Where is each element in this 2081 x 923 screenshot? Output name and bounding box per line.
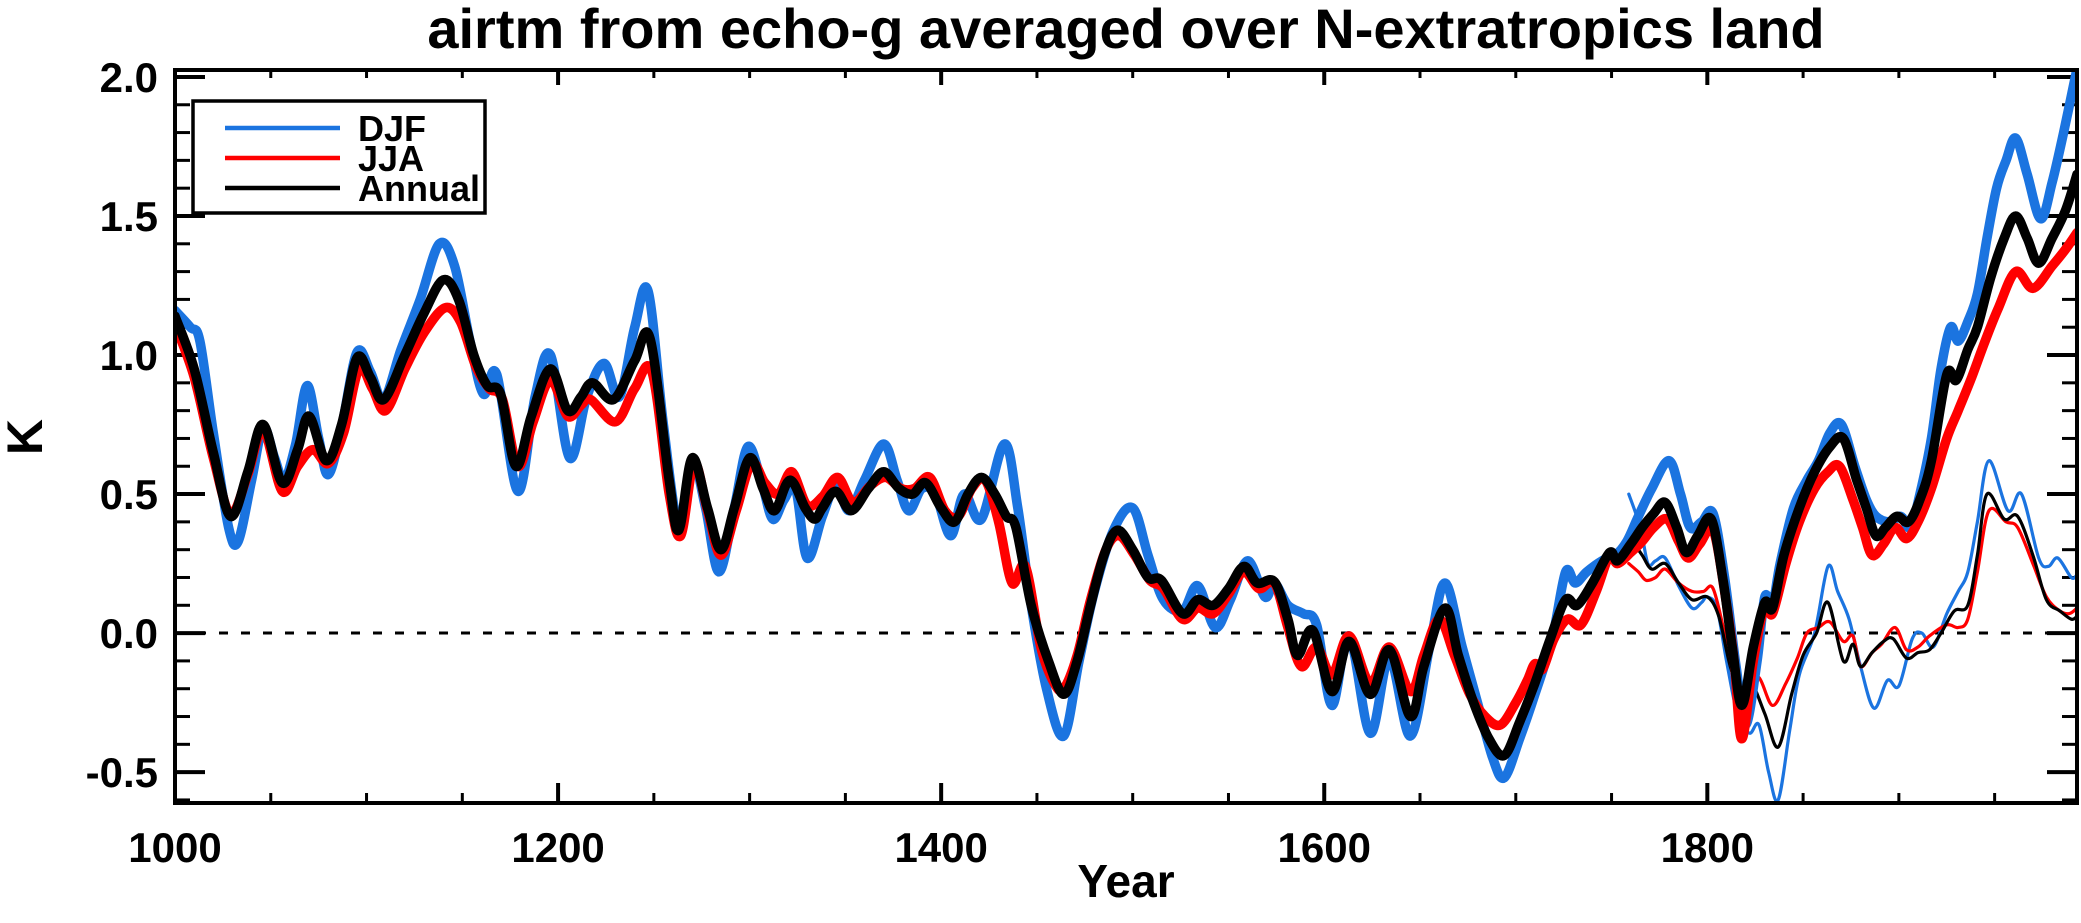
legend-label-jja: JJA <box>358 138 424 179</box>
x-tick-label: 1800 <box>1661 824 1754 871</box>
series-jja-thin <box>1627 506 2077 707</box>
chart-title: airtm from echo-g averaged over N-extrat… <box>427 0 1824 60</box>
y-tick-label: 2.0 <box>100 54 158 101</box>
legend-label-djf: DJF <box>358 108 426 149</box>
axis-tick-labels: 1000 1200 1400 1600 1800 -0.5 0.0 0.5 1.0 1.5 2.0 <box>86 54 1754 871</box>
y-tick-label: -0.5 <box>86 749 158 796</box>
y-tick-label: 0.0 <box>100 610 158 657</box>
series-annual-thin <box>1631 491 2077 749</box>
x-tick-label: 1000 <box>128 824 221 871</box>
data-series <box>175 70 2077 803</box>
plot-frame <box>173 68 2079 805</box>
series-annual-thick <box>175 169 2077 761</box>
legend: DJF JJA Annual <box>191 99 487 215</box>
y-tick-label: 1.5 <box>100 193 158 240</box>
x-axis-label: Year <box>1077 855 1174 907</box>
series-djf-thin <box>1627 459 2077 803</box>
x-tick-label: 1200 <box>511 824 604 871</box>
y-axis-label: K <box>0 419 53 455</box>
x-tick-label: 1400 <box>894 824 987 871</box>
y-tick-label: 0.5 <box>100 471 158 518</box>
x-tick-label: 1600 <box>1278 824 1371 871</box>
y-tick-label: 1.0 <box>100 332 158 379</box>
legend-label-annual: Annual <box>358 168 480 209</box>
